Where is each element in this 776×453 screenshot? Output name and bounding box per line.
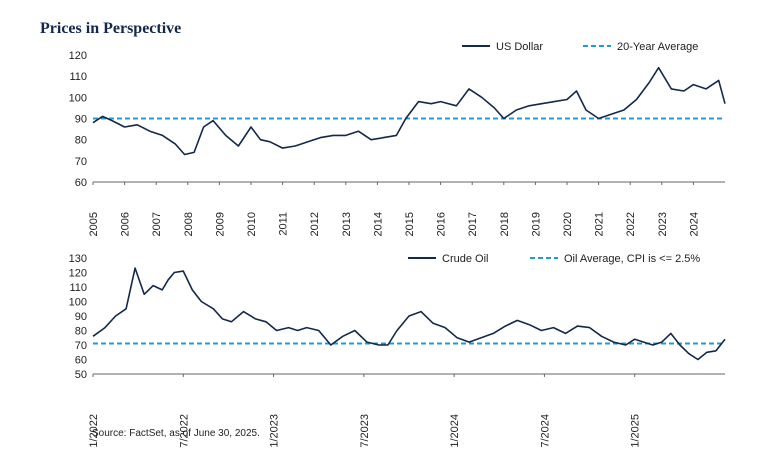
oil-xtick-1-2023: 1/2023	[269, 414, 281, 448]
usd-xtick-2007: 2007	[151, 212, 163, 236]
us-dollar-chart: 60 70 80 90 100 110 120 2005 2006 2007 2008 2009 201…	[69, 41, 726, 236]
usd-xtick-2014: 2014	[372, 212, 384, 236]
oil-ytick-130: 130	[69, 253, 87, 265]
usd-ytick-90: 90	[75, 114, 87, 126]
usd-ytick-110: 110	[69, 71, 87, 83]
usd-xtick-2022: 2022	[625, 212, 637, 236]
usd-xtick-2017: 2017	[467, 212, 479, 236]
usd-xtick-2006: 2006	[120, 212, 132, 236]
crude-oil-chart: 50 60 70 80 90 100 110 120 130 1/2022 7/2022 1/2023…	[69, 253, 726, 448]
oil-xtick-7-2023: 7/2023	[359, 414, 371, 448]
oil-xtick-7-2024: 7/2024	[539, 414, 551, 448]
oil-ytick-70: 70	[75, 340, 87, 352]
oil-ytick-60: 60	[75, 355, 87, 367]
usd-ytick-100: 100	[69, 92, 87, 104]
source-note: Source: FactSet, as of June 30, 2025.	[92, 428, 260, 439]
usd-xtick-2008: 2008	[183, 212, 195, 236]
page-title: Prices in Perspective	[40, 20, 182, 37]
oil-xtick-1-2024: 1/2024	[449, 414, 461, 448]
oil-ytick-120: 120	[69, 268, 87, 280]
usd-xtick-2009: 2009	[214, 212, 226, 236]
usd-xtick-2011: 2011	[278, 212, 290, 236]
usd-xtick-2005: 2005	[88, 212, 100, 236]
oil-xtick-1-2022: 1/2022	[88, 414, 100, 448]
usd-xtick-2020: 2020	[562, 212, 574, 236]
oil-legend-average-label: Oil Average, CPI is <= 2.5%	[564, 253, 700, 265]
oil-xtick-7-2022: 7/2022	[178, 414, 190, 448]
usd-xtick-2013: 2013	[341, 212, 353, 236]
oil-ytick-110: 110	[69, 282, 87, 294]
usd-xtick-2016: 2016	[436, 212, 448, 236]
usd-xtick-2010: 2010	[246, 212, 258, 236]
usd-legend-average-label: 20-Year Average	[617, 41, 698, 53]
usd-xtick-2024: 2024	[688, 212, 700, 236]
usd-xtick-2019: 2019	[530, 212, 542, 236]
usd-legend-series-label: US Dollar	[496, 41, 543, 53]
usd-ytick-80: 80	[75, 135, 87, 147]
usd-xtick-2023: 2023	[657, 212, 669, 236]
oil-ytick-50: 50	[75, 369, 87, 381]
usd-xtick-2012: 2012	[309, 212, 321, 236]
oil-ytick-100: 100	[69, 297, 87, 309]
usd-series-line	[92, 66, 726, 156]
oil-ytick-80: 80	[75, 326, 87, 338]
usd-xtick-2015: 2015	[404, 212, 416, 236]
usd-xtick-2018: 2018	[499, 212, 511, 236]
oil-legend-series-label: Crude Oil	[442, 253, 488, 265]
usd-xtick-2021: 2021	[594, 212, 606, 236]
usd-ytick-120: 120	[69, 50, 87, 62]
oil-xtick-1-2025: 1/2025	[630, 414, 642, 448]
usd-ytick-60: 60	[75, 177, 87, 189]
usd-ytick-70: 70	[75, 156, 87, 168]
oil-series-line	[92, 267, 726, 361]
oil-ytick-90: 90	[75, 311, 87, 323]
